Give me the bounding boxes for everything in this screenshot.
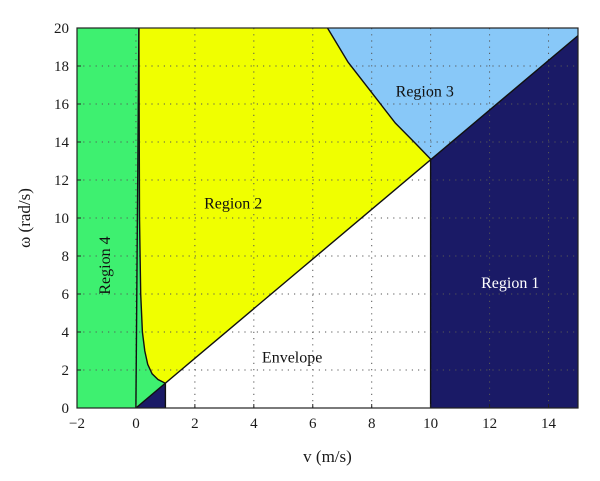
y-axis-ticks: 0 2 4 6 8 10 12 14 16 18 20 [54,21,81,417]
upper-curve-boundary [326,27,432,160]
y-tick-label: 16 [54,97,70,113]
x-tick-label: 8 [368,416,376,432]
x-tick-label: 12 [482,416,497,432]
left-curve-boundary [138,27,166,384]
x-tick-label: 6 [309,416,317,432]
y-axis-label: ω (rad/s) [15,188,34,248]
y-tick-label: 2 [62,363,70,379]
region-2-area [138,28,431,384]
y-tick-label: 10 [54,211,69,227]
region-label-region1: Region 1 [481,275,539,292]
diagonal-boundary-line [135,35,579,409]
region-label-envelope: Envelope [262,349,322,366]
x-axis-ticks: −2 0 2 4 6 8 10 12 14 [69,404,557,432]
y-tick-label: 8 [62,249,70,265]
y-tick-label: 4 [62,325,70,341]
region-4-edge [135,27,140,409]
boundary-lines [135,27,579,409]
region-labels: Region 4 Region 2 Region 3 Region 1 Envelope [97,83,539,366]
x-tick-label: 0 [132,416,140,432]
x-tick-label: 4 [250,416,258,432]
region-label-region4: Region 4 [97,236,114,294]
region-3-area [327,28,578,160]
y-tick-label: 12 [54,173,69,189]
y-tick-label: 20 [54,21,69,37]
x-tick-label: 14 [541,416,557,432]
y-tick-label: 14 [54,135,70,151]
envelope-area [165,159,431,408]
y-tick-label: 0 [62,401,70,417]
x-tick-label: 2 [191,416,199,432]
region-label-region3: Region 3 [396,83,454,100]
x-axis-label: v (m/s) [303,447,352,466]
region-label-region2: Region 2 [204,195,262,212]
y-tick-label: 6 [62,287,70,303]
x-tick-label: −2 [69,416,85,432]
x-tick-label: 10 [423,416,438,432]
y-tick-label: 18 [54,59,69,75]
